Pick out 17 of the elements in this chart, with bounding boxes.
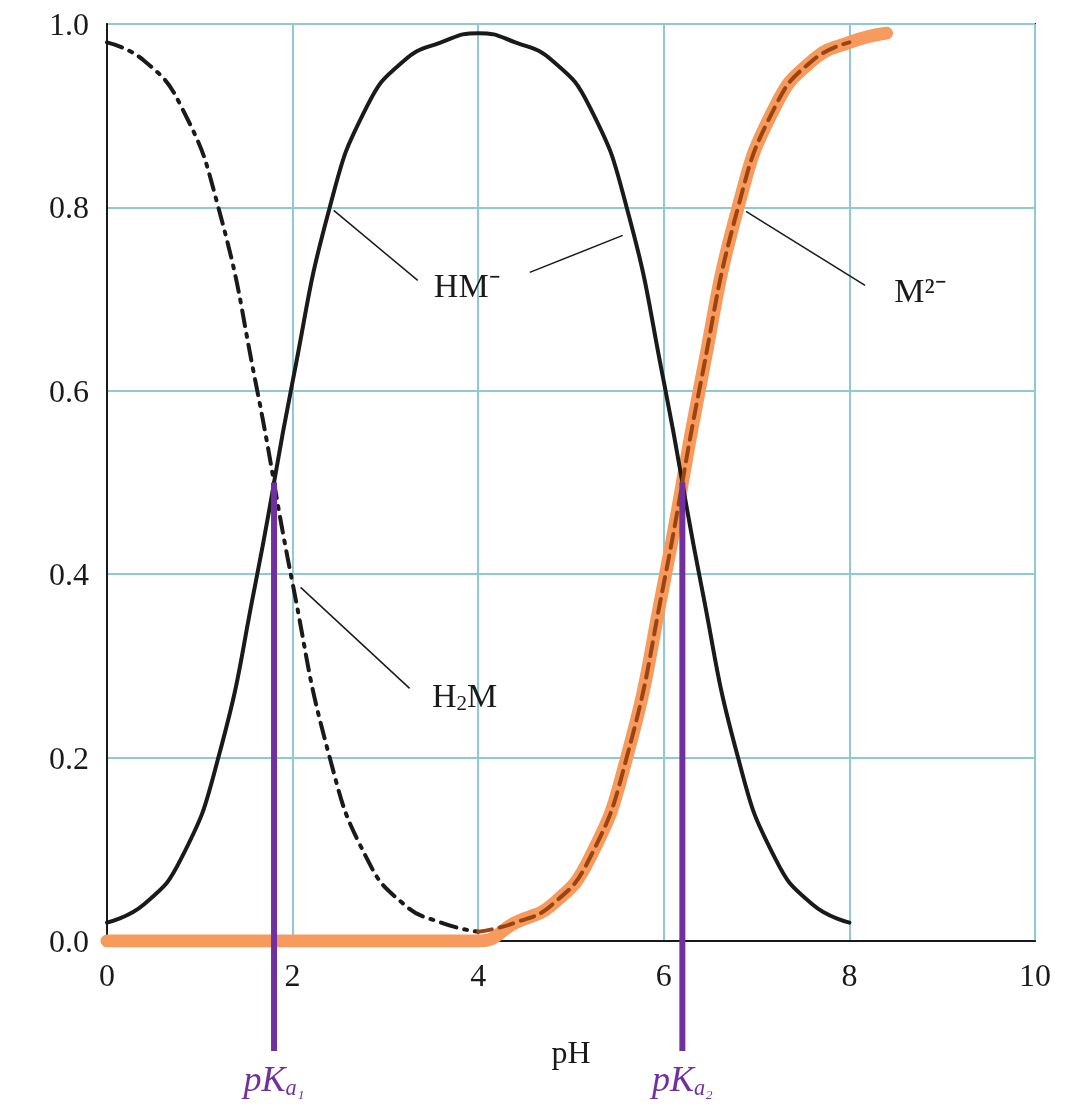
x-tick-label: 2 <box>284 957 301 993</box>
annotation: M²⁻ <box>894 271 946 309</box>
x-axis-title: pH <box>551 1034 591 1070</box>
x-tick-label: 8 <box>841 957 858 993</box>
y-tick-label: 0.8 <box>49 189 89 226</box>
x-tick-label: 6 <box>655 957 672 993</box>
y-tick-label: 1.0 <box>49 6 89 42</box>
y-tick-label: 0.2 <box>49 739 89 776</box>
y-tick-label: 0.0 <box>49 923 89 959</box>
x-tick-label: 4 <box>470 957 487 993</box>
ref-line-label: pKa₂ <box>648 1059 714 1100</box>
ref-line-label: pKa₁ <box>240 1059 305 1100</box>
y-tick-label: 0.6 <box>49 372 89 409</box>
annotation: HM⁻ <box>433 266 500 304</box>
x-tick-label: 10 <box>1019 957 1051 993</box>
y-tick-label: 0.4 <box>49 556 89 593</box>
x-tick-label: 0 <box>99 957 115 993</box>
